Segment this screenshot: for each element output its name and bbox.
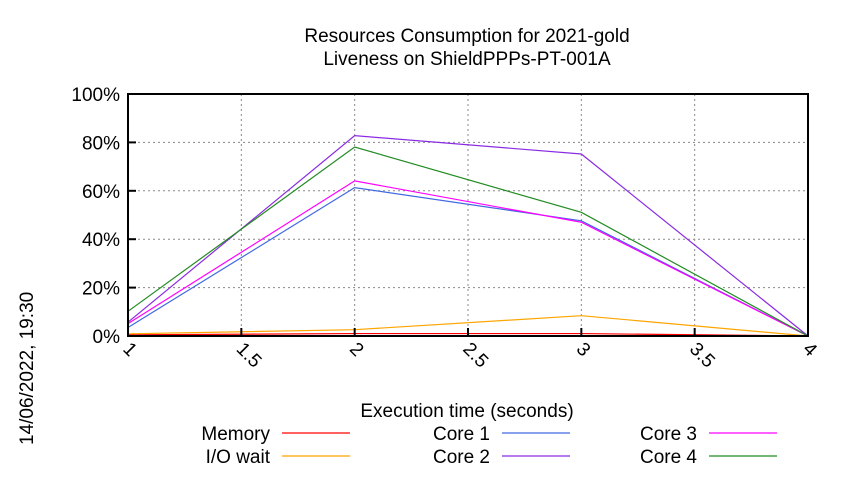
chart-title: Resources Consumption for 2021-gold	[304, 26, 629, 47]
x-tick-label: 2	[345, 339, 367, 361]
chart-subtitle: Liveness on ShieldPPPs-PT-001A	[323, 49, 611, 70]
legend-label: Core 1	[433, 424, 490, 445]
series-line-core-3	[127, 180, 809, 337]
x-tick-label: 3	[572, 339, 594, 361]
x-tick-label: 2.5	[458, 339, 492, 373]
legend-label: Core 3	[640, 424, 697, 445]
x-tick-label: 1.5	[232, 339, 266, 373]
y-tick-label: 60%	[82, 182, 120, 203]
y-tick-label: 0%	[93, 327, 121, 348]
legend-label: Core 4	[640, 447, 697, 468]
y-tick-label: 20%	[82, 279, 120, 300]
y-tick-label: 100%	[71, 85, 120, 106]
series-line-core-1	[127, 187, 809, 337]
x-tick-label: 4	[798, 339, 821, 362]
x-tick-label: 3.5	[685, 339, 719, 373]
legend-label: Core 2	[433, 447, 490, 468]
legend-label: I/O wait	[206, 447, 271, 468]
timestamp-label: 14/06/2022, 19:30	[17, 292, 38, 445]
y-tick-label: 80%	[82, 133, 120, 154]
legend-label: Memory	[201, 424, 270, 445]
x-tick-label: 1	[118, 339, 140, 361]
y-tick-label: 40%	[82, 230, 120, 251]
x-axis-label: Execution time (seconds)	[360, 401, 573, 422]
series-line-core-4	[127, 146, 809, 337]
